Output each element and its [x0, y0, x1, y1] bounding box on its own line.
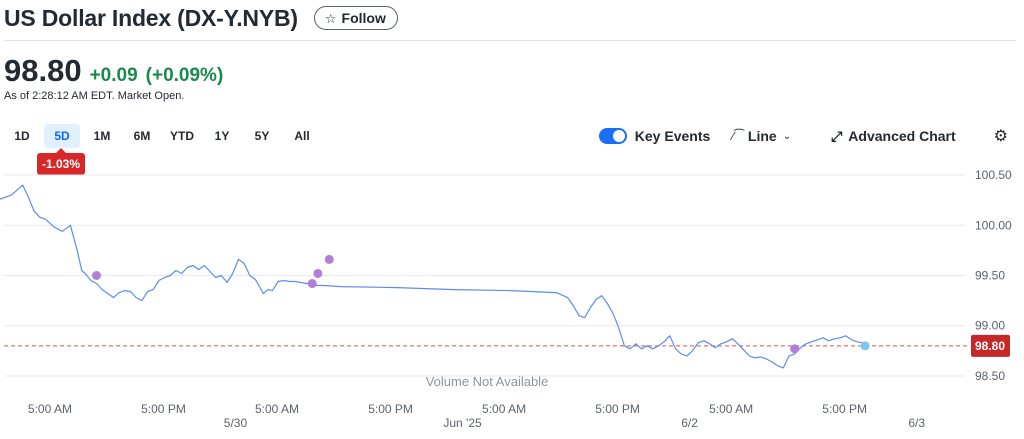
range-tab-all[interactable]: All: [294, 129, 310, 143]
x-tick-label: 5:00 AM: [255, 402, 299, 416]
current-price-tag-label: 98.80: [975, 339, 1005, 353]
key-event-marker: [790, 344, 800, 354]
key-events-layer: [92, 254, 800, 354]
advanced-chart-button[interactable]: ⤢ Advanced Chart: [831, 128, 956, 145]
expand-icon: ⤢: [831, 127, 843, 144]
price-line-layer: [0, 184, 870, 369]
x-tick-label: 5:00 PM: [595, 402, 640, 416]
reference-line-layer: 98.80: [4, 334, 1010, 357]
x-tick-label: 5:00 PM: [368, 402, 413, 416]
y-tick-label: 100.00: [975, 218, 1012, 232]
quote-timestamp: As of 2:28:12 AM EDT. Market Open.: [4, 90, 185, 102]
gear-icon[interactable]: ⚙: [993, 128, 1008, 145]
range-tab-ytd[interactable]: YTD: [170, 129, 194, 143]
last-price-point: [860, 341, 870, 351]
range-tab-1m[interactable]: 1M: [93, 129, 111, 143]
follow-button[interactable]: ☆ Follow: [313, 6, 398, 30]
price-change: +0.09: [89, 65, 138, 86]
chart-controls: Key Events ⁄⁀ Line ⌄ ⤢ Advanced Chart ⚙: [598, 124, 1008, 148]
x-date-label: 6/3: [908, 416, 925, 430]
chart-type-dropdown[interactable]: ⁄⁀ Line ⌄: [732, 128, 791, 144]
toggle-knob: [612, 130, 625, 142]
chart-type-label: Line: [747, 128, 777, 144]
y-tick-label: 99.00: [975, 319, 1005, 333]
key-events-toggle[interactable]: [598, 128, 627, 144]
star-outline-icon: ☆: [324, 10, 337, 26]
x-tick-label: 5:00 PM: [141, 402, 186, 416]
current-price-tag: [971, 334, 1010, 357]
period-performance-badge: -1.03%: [37, 148, 86, 175]
x-tick-label: 5:00 AM: [709, 402, 753, 416]
y-tick-label: 98.50: [975, 369, 1005, 383]
key-events-label: Key Events: [634, 128, 711, 144]
range-tab-1y[interactable]: 1Y: [214, 129, 230, 143]
x-tick-label: 5:00 PM: [822, 402, 867, 416]
key-event-marker: [324, 254, 334, 264]
range-tab-6m[interactable]: 6M: [133, 129, 151, 143]
range-tab-1d[interactable]: 1D: [14, 129, 30, 143]
x-date-label: 5/30: [224, 416, 248, 430]
advanced-chart-label: Advanced Chart: [848, 128, 956, 144]
price-change-percent: (+0.09%): [145, 65, 224, 86]
price-series-line: [0, 184, 866, 369]
volume-not-available-note: Volume Not Available: [426, 374, 549, 389]
y-axis: 100.50 100.00 99.50 99.00 98.50: [975, 168, 1012, 383]
range-tab-5y[interactable]: 5Y: [254, 129, 270, 143]
quote-summary: 98.80 +0.09 (+0.09%): [4, 53, 223, 89]
x-date-label: Jun '25: [443, 416, 482, 430]
key-event-marker: [307, 279, 317, 289]
range-tab-5d[interactable]: 5D: [44, 124, 80, 148]
header-divider: [4, 40, 1016, 41]
follow-label: Follow: [341, 10, 386, 26]
y-tick-label: 100.50: [975, 168, 1012, 182]
quote-header: US Dollar Index (DX-Y.NYB) ☆ Follow: [4, 4, 398, 32]
key-event-marker: [92, 271, 101, 280]
chevron-down-icon: ⌄: [782, 130, 792, 142]
x-tick-label: 5:00 AM: [482, 402, 526, 416]
chart-grid: [4, 174, 965, 377]
x-tick-label: 5:00 AM: [28, 402, 72, 416]
price-chart[interactable]: 98.80 Volume Not Available 100.50 100.00 9…: [0, 150, 1024, 439]
current-price: 98.80: [4, 53, 82, 88]
page-title: US Dollar Index (DX-Y.NYB): [4, 4, 298, 31]
key-event-marker: [313, 268, 323, 278]
y-tick-label: 99.50: [975, 269, 1005, 283]
x-date-label: 6/2: [681, 416, 698, 430]
line-chart-icon: ⁄⁀: [732, 129, 744, 143]
range-tabs: 1D 5D 1M 6M YTD 1Y 5Y All: [4, 124, 320, 148]
